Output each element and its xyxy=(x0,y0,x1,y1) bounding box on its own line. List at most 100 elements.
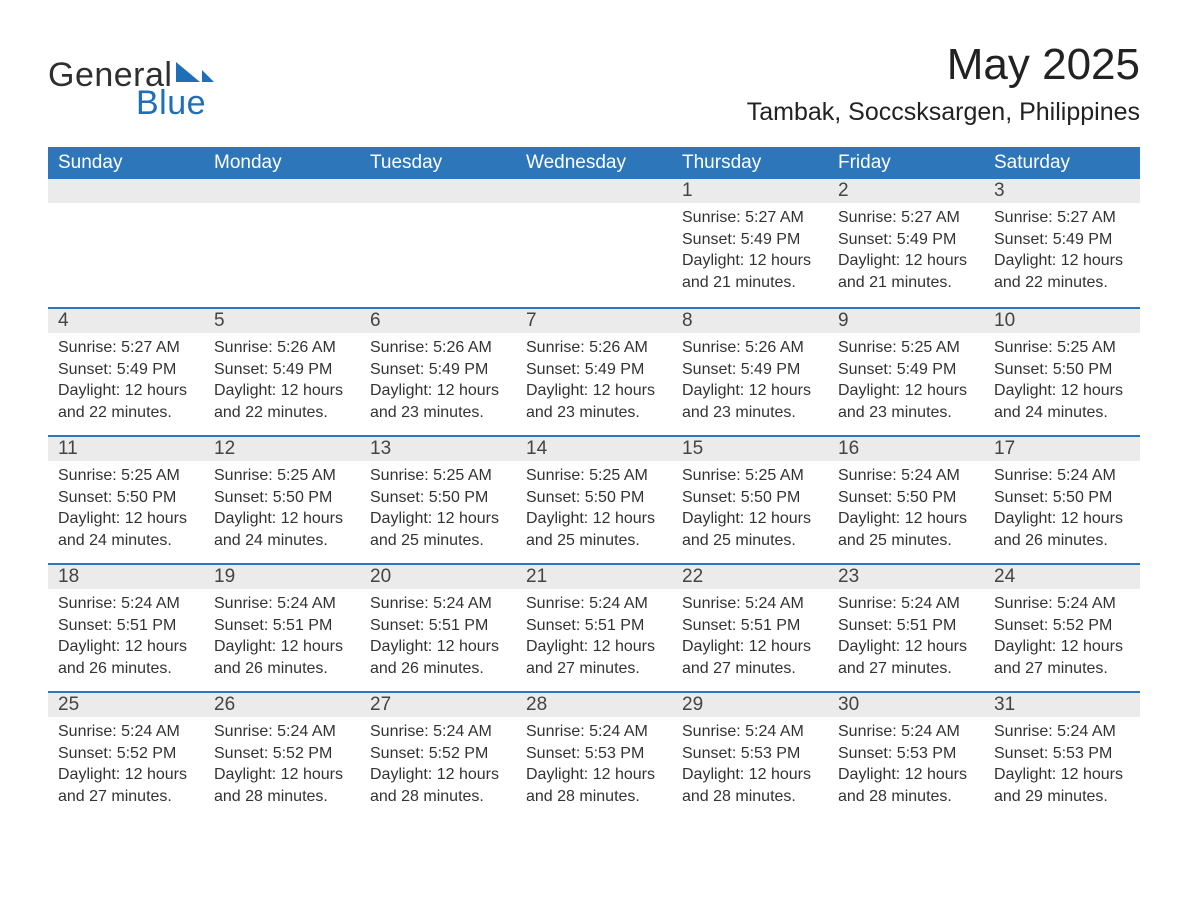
weekday-wednesday: Wednesday xyxy=(516,147,672,179)
day-sunrise: Sunrise: 5:24 AM xyxy=(838,465,978,487)
day-sunset: Sunset: 5:50 PM xyxy=(682,487,822,509)
day-sunset: Sunset: 5:51 PM xyxy=(526,615,666,637)
weekday-thursday: Thursday xyxy=(672,147,828,179)
day-sunset: Sunset: 5:49 PM xyxy=(994,229,1134,251)
calendar-grid: Sunday Monday Tuesday Wednesday Thursday… xyxy=(48,147,1140,819)
day-body xyxy=(204,203,360,215)
day-dl2: and 27 minutes. xyxy=(838,658,978,680)
day-sunrise: Sunrise: 5:26 AM xyxy=(214,337,354,359)
day-number: 1 xyxy=(672,179,828,203)
day-sunset: Sunset: 5:49 PM xyxy=(838,229,978,251)
day-sunset: Sunset: 5:51 PM xyxy=(370,615,510,637)
day-dl2: and 25 minutes. xyxy=(526,530,666,552)
day-dl1: Daylight: 12 hours xyxy=(994,508,1134,530)
day-dl1: Daylight: 12 hours xyxy=(370,764,510,786)
day-number: 5 xyxy=(204,309,360,333)
day-body: Sunrise: 5:26 AMSunset: 5:49 PMDaylight:… xyxy=(360,333,516,431)
day-number xyxy=(360,179,516,203)
day-body: Sunrise: 5:24 AMSunset: 5:51 PMDaylight:… xyxy=(360,589,516,687)
day-dl2: and 23 minutes. xyxy=(682,402,822,424)
day-number: 14 xyxy=(516,437,672,461)
day-dl2: and 28 minutes. xyxy=(214,786,354,808)
day-dl2: and 25 minutes. xyxy=(838,530,978,552)
day-cell: 13Sunrise: 5:25 AMSunset: 5:50 PMDayligh… xyxy=(360,437,516,563)
day-number: 27 xyxy=(360,693,516,717)
day-dl1: Daylight: 12 hours xyxy=(526,636,666,658)
day-dl2: and 22 minutes. xyxy=(994,272,1134,294)
day-sunset: Sunset: 5:51 PM xyxy=(838,615,978,637)
day-cell: 16Sunrise: 5:24 AMSunset: 5:50 PMDayligh… xyxy=(828,437,984,563)
day-body: Sunrise: 5:24 AMSunset: 5:50 PMDaylight:… xyxy=(984,461,1140,559)
day-dl1: Daylight: 12 hours xyxy=(994,764,1134,786)
day-sunrise: Sunrise: 5:24 AM xyxy=(994,465,1134,487)
day-cell: 4Sunrise: 5:27 AMSunset: 5:49 PMDaylight… xyxy=(48,309,204,435)
day-cell: 24Sunrise: 5:24 AMSunset: 5:52 PMDayligh… xyxy=(984,565,1140,691)
day-sunset: Sunset: 5:50 PM xyxy=(58,487,198,509)
location-subtitle: Tambak, Soccsksargen, Philippines xyxy=(747,98,1140,127)
day-dl1: Daylight: 12 hours xyxy=(370,508,510,530)
day-number: 23 xyxy=(828,565,984,589)
day-dl1: Daylight: 12 hours xyxy=(994,636,1134,658)
day-body: Sunrise: 5:24 AMSunset: 5:52 PMDaylight:… xyxy=(360,717,516,815)
day-dl1: Daylight: 12 hours xyxy=(838,508,978,530)
day-sunrise: Sunrise: 5:24 AM xyxy=(214,721,354,743)
day-cell: 31Sunrise: 5:24 AMSunset: 5:53 PMDayligh… xyxy=(984,693,1140,819)
day-sunset: Sunset: 5:50 PM xyxy=(370,487,510,509)
day-dl2: and 28 minutes. xyxy=(370,786,510,808)
day-body: Sunrise: 5:27 AMSunset: 5:49 PMDaylight:… xyxy=(984,203,1140,301)
day-dl1: Daylight: 12 hours xyxy=(58,764,198,786)
day-sunset: Sunset: 5:49 PM xyxy=(370,359,510,381)
day-body: Sunrise: 5:24 AMSunset: 5:53 PMDaylight:… xyxy=(984,717,1140,815)
day-sunrise: Sunrise: 5:25 AM xyxy=(58,465,198,487)
day-number: 28 xyxy=(516,693,672,717)
day-body: Sunrise: 5:24 AMSunset: 5:51 PMDaylight:… xyxy=(48,589,204,687)
day-dl2: and 24 minutes. xyxy=(58,530,198,552)
day-dl2: and 22 minutes. xyxy=(214,402,354,424)
day-cell: 20Sunrise: 5:24 AMSunset: 5:51 PMDayligh… xyxy=(360,565,516,691)
day-sunset: Sunset: 5:49 PM xyxy=(526,359,666,381)
sail-icon xyxy=(176,58,214,86)
day-number: 7 xyxy=(516,309,672,333)
day-sunrise: Sunrise: 5:27 AM xyxy=(58,337,198,359)
day-sunset: Sunset: 5:53 PM xyxy=(526,743,666,765)
day-cell: 28Sunrise: 5:24 AMSunset: 5:53 PMDayligh… xyxy=(516,693,672,819)
day-sunset: Sunset: 5:51 PM xyxy=(214,615,354,637)
day-sunset: Sunset: 5:50 PM xyxy=(526,487,666,509)
day-dl1: Daylight: 12 hours xyxy=(682,380,822,402)
day-cell: 14Sunrise: 5:25 AMSunset: 5:50 PMDayligh… xyxy=(516,437,672,563)
day-body: Sunrise: 5:25 AMSunset: 5:50 PMDaylight:… xyxy=(984,333,1140,431)
day-number: 29 xyxy=(672,693,828,717)
day-body: Sunrise: 5:24 AMSunset: 5:50 PMDaylight:… xyxy=(828,461,984,559)
week-row: 18Sunrise: 5:24 AMSunset: 5:51 PMDayligh… xyxy=(48,563,1140,691)
day-dl2: and 22 minutes. xyxy=(58,402,198,424)
generalblue-logo: General Blue xyxy=(48,40,214,120)
day-cell: 22Sunrise: 5:24 AMSunset: 5:51 PMDayligh… xyxy=(672,565,828,691)
day-dl2: and 29 minutes. xyxy=(994,786,1134,808)
day-cell: 23Sunrise: 5:24 AMSunset: 5:51 PMDayligh… xyxy=(828,565,984,691)
day-sunset: Sunset: 5:50 PM xyxy=(994,487,1134,509)
day-cell: 7Sunrise: 5:26 AMSunset: 5:49 PMDaylight… xyxy=(516,309,672,435)
day-body: Sunrise: 5:27 AMSunset: 5:49 PMDaylight:… xyxy=(672,203,828,301)
day-dl2: and 25 minutes. xyxy=(682,530,822,552)
day-sunrise: Sunrise: 5:24 AM xyxy=(58,593,198,615)
day-sunrise: Sunrise: 5:26 AM xyxy=(526,337,666,359)
day-dl2: and 28 minutes. xyxy=(838,786,978,808)
day-dl1: Daylight: 12 hours xyxy=(838,250,978,272)
day-sunset: Sunset: 5:49 PM xyxy=(682,359,822,381)
day-sunrise: Sunrise: 5:24 AM xyxy=(682,721,822,743)
day-body: Sunrise: 5:24 AMSunset: 5:53 PMDaylight:… xyxy=(516,717,672,815)
calendar-page: General Blue May 2025 Tambak, Soccsksarg… xyxy=(0,0,1188,859)
day-number: 4 xyxy=(48,309,204,333)
day-dl1: Daylight: 12 hours xyxy=(682,250,822,272)
day-body: Sunrise: 5:24 AMSunset: 5:51 PMDaylight:… xyxy=(516,589,672,687)
day-body xyxy=(360,203,516,215)
day-number: 25 xyxy=(48,693,204,717)
day-sunrise: Sunrise: 5:24 AM xyxy=(370,593,510,615)
day-dl2: and 27 minutes. xyxy=(682,658,822,680)
day-dl2: and 26 minutes. xyxy=(994,530,1134,552)
day-body: Sunrise: 5:24 AMSunset: 5:51 PMDaylight:… xyxy=(828,589,984,687)
day-dl2: and 26 minutes. xyxy=(370,658,510,680)
day-sunset: Sunset: 5:52 PM xyxy=(994,615,1134,637)
day-sunset: Sunset: 5:53 PM xyxy=(682,743,822,765)
day-body: Sunrise: 5:25 AMSunset: 5:50 PMDaylight:… xyxy=(48,461,204,559)
